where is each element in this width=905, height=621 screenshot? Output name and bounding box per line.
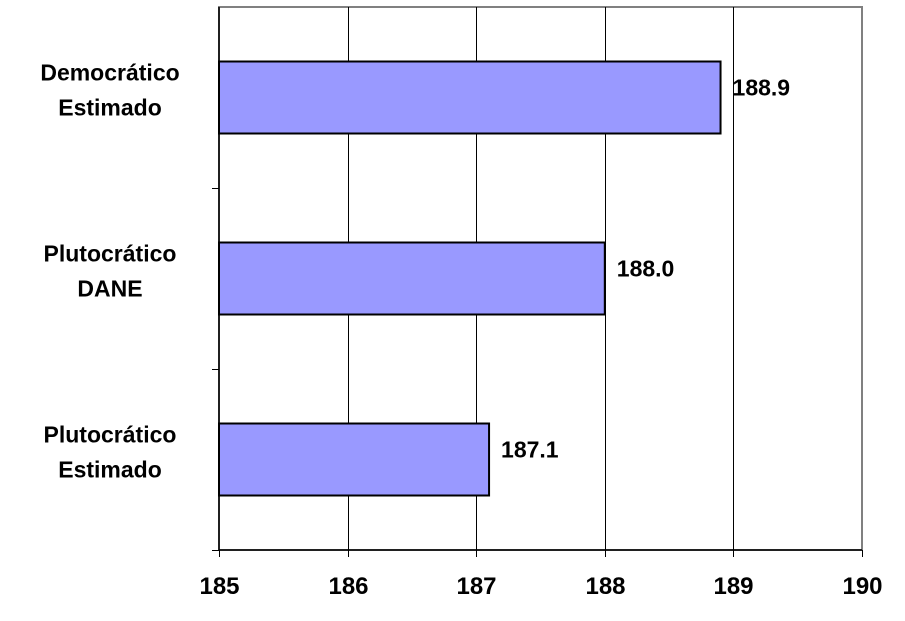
category-label: Plutocrático Estimado (44, 422, 177, 483)
x-tick-label: 190 (842, 573, 882, 600)
data-label: 188.9 (733, 75, 791, 101)
labels: 188.9 188.0 187.1 185 186 187 188 189 190 Democrá… (40, 60, 882, 601)
bar (218, 422, 491, 497)
data-label: 187.1 (501, 437, 559, 463)
x-tick-label: 187 (456, 573, 496, 600)
axes (212, 7, 863, 557)
bar (218, 241, 606, 316)
category-label: Plutocrático DANE (44, 241, 177, 302)
x-tick-label: 185 (199, 573, 239, 600)
category-label: Democrático Estimado (40, 60, 179, 121)
x-tick-label: 189 (713, 573, 753, 600)
bars (218, 60, 722, 497)
bar (218, 60, 722, 135)
data-label: 188.0 (617, 256, 675, 282)
x-tick-label: 186 (328, 573, 368, 600)
x-tick-label: 188 (585, 573, 625, 600)
